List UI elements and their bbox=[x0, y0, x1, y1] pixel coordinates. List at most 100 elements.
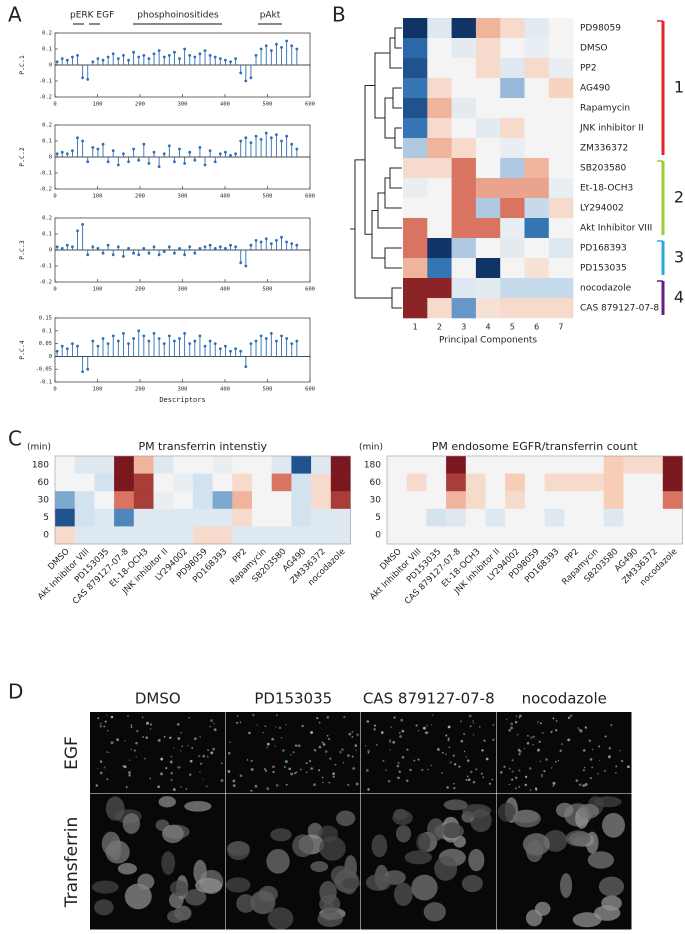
speckle bbox=[142, 716, 144, 718]
stem-marker bbox=[275, 239, 278, 242]
heatmap-cell bbox=[500, 38, 525, 59]
stem-marker bbox=[60, 344, 64, 348]
heatmap-cell bbox=[544, 456, 565, 474]
heatmap-cell bbox=[524, 278, 550, 299]
y-tick-label: 0.2 bbox=[42, 216, 52, 222]
stem-marker bbox=[157, 49, 161, 52]
speckle bbox=[170, 772, 173, 775]
stem-marker bbox=[249, 243, 253, 247]
heatmap-cell bbox=[192, 456, 213, 474]
heatmap-cell bbox=[403, 38, 428, 59]
heatmap-cell bbox=[465, 456, 486, 474]
heatmap-cell bbox=[387, 491, 407, 510]
speckle bbox=[373, 724, 376, 727]
stem-marker bbox=[127, 160, 130, 164]
speckle bbox=[328, 781, 331, 784]
heatmap-cell bbox=[524, 473, 545, 492]
row-label: PP2 bbox=[580, 64, 597, 74]
speckle bbox=[212, 747, 216, 751]
dendrogram-branches bbox=[350, 27, 402, 309]
stem-marker bbox=[152, 52, 156, 56]
speckle bbox=[332, 772, 335, 775]
speckle bbox=[465, 779, 468, 781]
stem-marker bbox=[173, 339, 176, 343]
heatmap-frame bbox=[54, 455, 351, 545]
speckle bbox=[254, 784, 258, 788]
cell bbox=[195, 877, 223, 894]
microscopy-image bbox=[90, 794, 225, 930]
row-label: nocodazole bbox=[580, 284, 632, 294]
heatmap-cell bbox=[212, 491, 233, 510]
row-label: 30 bbox=[370, 496, 382, 506]
row-label: DMSO bbox=[580, 44, 608, 54]
speckle bbox=[322, 781, 324, 784]
heatmap-cell bbox=[524, 118, 550, 139]
stem-marker bbox=[280, 46, 283, 49]
stem-marker bbox=[295, 47, 299, 51]
heatmap-cell bbox=[524, 491, 545, 510]
heatmap-cell bbox=[133, 491, 154, 510]
stem-marker bbox=[71, 55, 74, 59]
speckle bbox=[135, 756, 137, 758]
speckle bbox=[99, 771, 103, 775]
heatmap-cell bbox=[548, 218, 574, 239]
heatmap-cell bbox=[252, 491, 272, 510]
speckle bbox=[452, 754, 455, 757]
stem-marker bbox=[203, 163, 207, 167]
stem-marker bbox=[290, 142, 294, 146]
stem-marker bbox=[111, 52, 115, 56]
stem-marker bbox=[183, 47, 187, 51]
heatmap-cell bbox=[465, 508, 486, 527]
speckle bbox=[163, 735, 166, 738]
heatmap-cell bbox=[500, 258, 525, 279]
speckle bbox=[508, 783, 510, 786]
x-tick-label: 100 bbox=[93, 194, 103, 200]
stem-marker bbox=[213, 55, 217, 59]
speckle bbox=[107, 730, 109, 732]
row-label: 0 bbox=[43, 531, 49, 541]
heatmap-cell bbox=[387, 508, 407, 527]
speckle bbox=[466, 775, 469, 778]
heatmap-title: PM endosome EGFR/transferrin count bbox=[432, 440, 639, 453]
heatmap-cell bbox=[505, 473, 526, 492]
heatmap-cell bbox=[475, 218, 501, 239]
column-label: 3 bbox=[461, 323, 466, 332]
speckle bbox=[210, 719, 214, 723]
speckle bbox=[160, 757, 164, 761]
heatmap-cell bbox=[133, 456, 154, 474]
heatmap-cell bbox=[465, 491, 486, 510]
speckle bbox=[488, 782, 491, 785]
heatmap-cell bbox=[232, 456, 253, 474]
heatmap-cell bbox=[426, 473, 447, 492]
heatmap-cell bbox=[584, 473, 604, 492]
heatmap-cell bbox=[584, 456, 604, 474]
stem-marker bbox=[280, 235, 283, 239]
heatmap-cell bbox=[603, 508, 624, 527]
cell bbox=[602, 812, 625, 838]
heatmap-cell bbox=[465, 526, 486, 545]
cell bbox=[161, 851, 176, 875]
speckle bbox=[95, 784, 99, 787]
heatmap-cell bbox=[74, 456, 95, 474]
row-label: CAS 879127-07-8 bbox=[580, 304, 659, 314]
speckle bbox=[324, 750, 328, 753]
heatmap-cell bbox=[451, 38, 477, 59]
cell bbox=[416, 832, 431, 853]
panel-label: A bbox=[8, 3, 22, 27]
stem-marker bbox=[269, 49, 273, 52]
heatmap-cell bbox=[153, 526, 174, 545]
speckle bbox=[321, 776, 324, 779]
speckle bbox=[160, 772, 164, 776]
speckle bbox=[432, 714, 434, 716]
x-tick-label: 0 bbox=[53, 287, 56, 293]
y-tick-label: 0.2 bbox=[42, 31, 52, 37]
stem-marker bbox=[147, 251, 151, 255]
stem-marker bbox=[152, 331, 156, 335]
speckle bbox=[332, 775, 335, 778]
speckle bbox=[508, 728, 511, 732]
stem-marker bbox=[269, 331, 273, 335]
y-tick-label: -0.1 bbox=[39, 264, 52, 270]
speckle bbox=[301, 724, 304, 728]
stem-marker bbox=[218, 152, 222, 156]
speckle bbox=[529, 789, 532, 792]
